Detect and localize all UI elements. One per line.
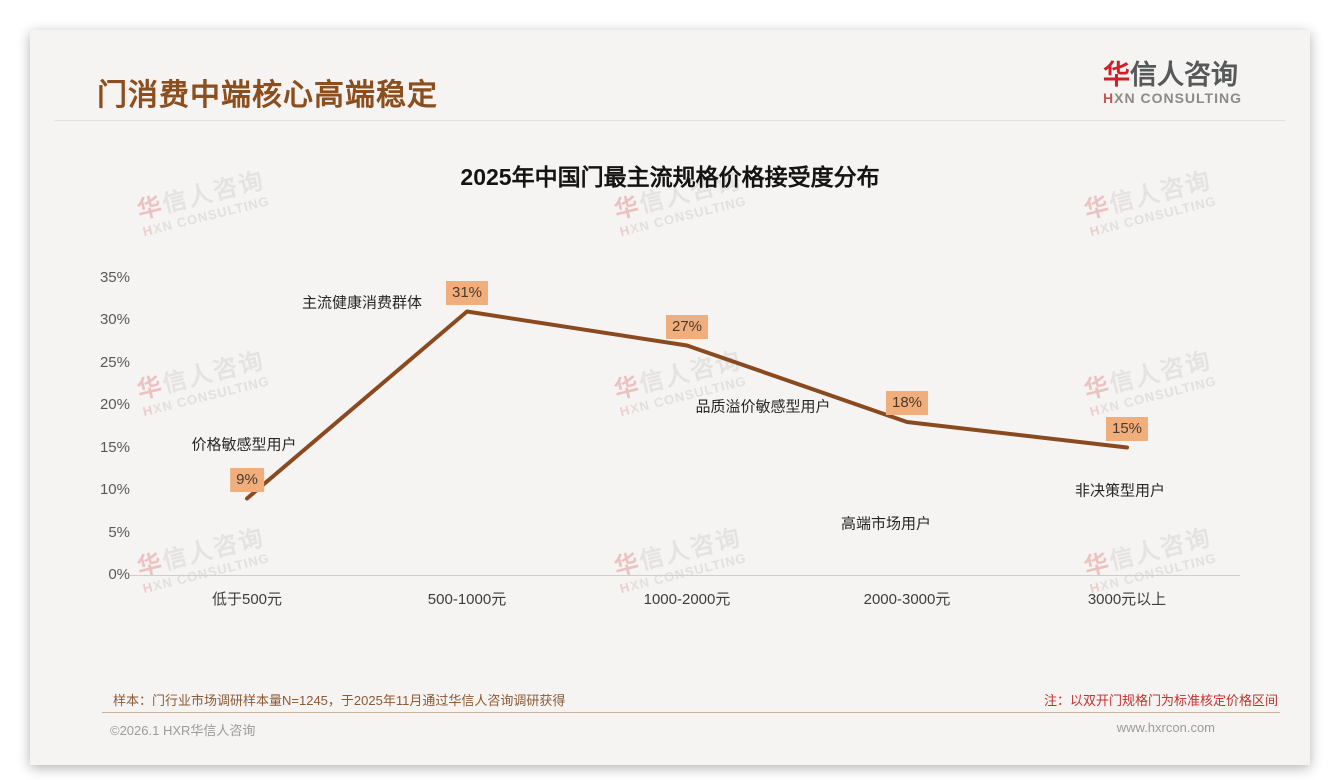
segment-annotation: 非决策型用户: [1074, 482, 1166, 500]
y-tick-label: 20%: [99, 396, 130, 413]
data-point-label: 18%: [885, 391, 929, 415]
logo-sub-accent: H: [1103, 90, 1115, 106]
footer-divider: [102, 712, 1280, 713]
y-tick-label: 30%: [99, 311, 130, 328]
website-url: www.hxrcon.com: [1116, 720, 1215, 735]
chart-title: 2025年中国门最主流规格价格接受度分布: [460, 164, 880, 190]
logo-subtext: HXN CONSULTING: [1103, 90, 1242, 106]
data-point-label: 31%: [445, 280, 489, 305]
y-tick-label: 10%: [99, 481, 130, 498]
data-point-label: 27%: [665, 314, 709, 339]
segment-annotation: 高端市场用户: [840, 515, 932, 533]
page-title: 门消费中端核心高端稳定: [97, 79, 438, 112]
watermark-subtext: HXN CONSULTING: [618, 193, 749, 240]
logo-accent-char: 华: [1103, 60, 1131, 90]
x-category-label: 低于500元: [211, 591, 283, 608]
y-tick-label: 35%: [99, 268, 130, 286]
line-chart-canvas: [245, 309, 1129, 501]
segment-annotation: 价格敏感型用户: [191, 436, 297, 454]
y-tick-label: 15%: [99, 438, 130, 456]
copyright-text: ©2026.1 HXR华信人咨询: [110, 723, 256, 738]
brand-watermark: 华信人咨询 HXN CONSULTING: [1081, 523, 1218, 596]
segment-annotation: 主流健康消费群体: [301, 294, 423, 312]
y-tick-label: 0%: [108, 566, 130, 583]
report-card: 门消费中端核心高端稳定 华信人咨询 HXN CONSULTING 华信人咨询 HX…: [30, 30, 1310, 765]
logo-text: 华信人咨询: [1103, 60, 1242, 90]
x-category-label: 3000元以上: [1087, 591, 1167, 608]
watermark-subtext: HXN CONSULTING: [1088, 373, 1219, 420]
brand-watermark: 华信人咨询 HXN CONSULTING: [1081, 346, 1219, 420]
x-category-label: 1000-2000元: [643, 591, 731, 608]
logo-sub-rest: XN CONSULTING: [1114, 90, 1242, 106]
data-point-label: 9%: [230, 467, 264, 492]
watermark-text: 华信人咨询: [611, 523, 745, 582]
sample-note: 样本：门行业市场调研样本量N=1245，于2025年11月通过华信人咨询调研获得: [113, 693, 566, 708]
brand-watermark: 华信人咨询 HXN CONSULTING: [134, 346, 272, 420]
x-axis-line: [130, 575, 1240, 576]
watermark-text: 华信人咨询: [134, 346, 268, 405]
y-tick-label: 25%: [99, 353, 130, 371]
segment-annotation: 品质溢价敏感型用户: [695, 398, 831, 416]
watermark-text: 华信人咨询: [1081, 523, 1215, 582]
watermark-text: 华信人咨询: [1081, 346, 1215, 405]
price-acceptance-line: [245, 309, 1129, 501]
logo-rest-chars: 信人咨询: [1130, 60, 1239, 90]
header-divider: [55, 120, 1285, 121]
watermark-subtext: HXN CONSULTING: [1088, 193, 1219, 240]
data-point-label: 15%: [1105, 416, 1149, 441]
y-tick-label: 5%: [108, 523, 130, 541]
watermark-subtext: HXN CONSULTING: [141, 193, 272, 240]
company-logo: 华信人咨询 HXN CONSULTING: [1103, 60, 1242, 106]
x-category-label: 2000-3000元: [863, 591, 951, 608]
watermark-subtext: HXN CONSULTING: [141, 373, 272, 420]
watermark-text: 华信人咨询: [134, 523, 268, 582]
x-category-label: 500-1000元: [427, 591, 507, 608]
price-note: 注：以双开门规格门为标准核定价格区间: [1043, 693, 1278, 708]
brand-watermark: 华信人咨询 HXN CONSULTING: [611, 523, 748, 596]
brand-watermark: 华信人咨询 HXN CONSULTING: [134, 523, 271, 596]
